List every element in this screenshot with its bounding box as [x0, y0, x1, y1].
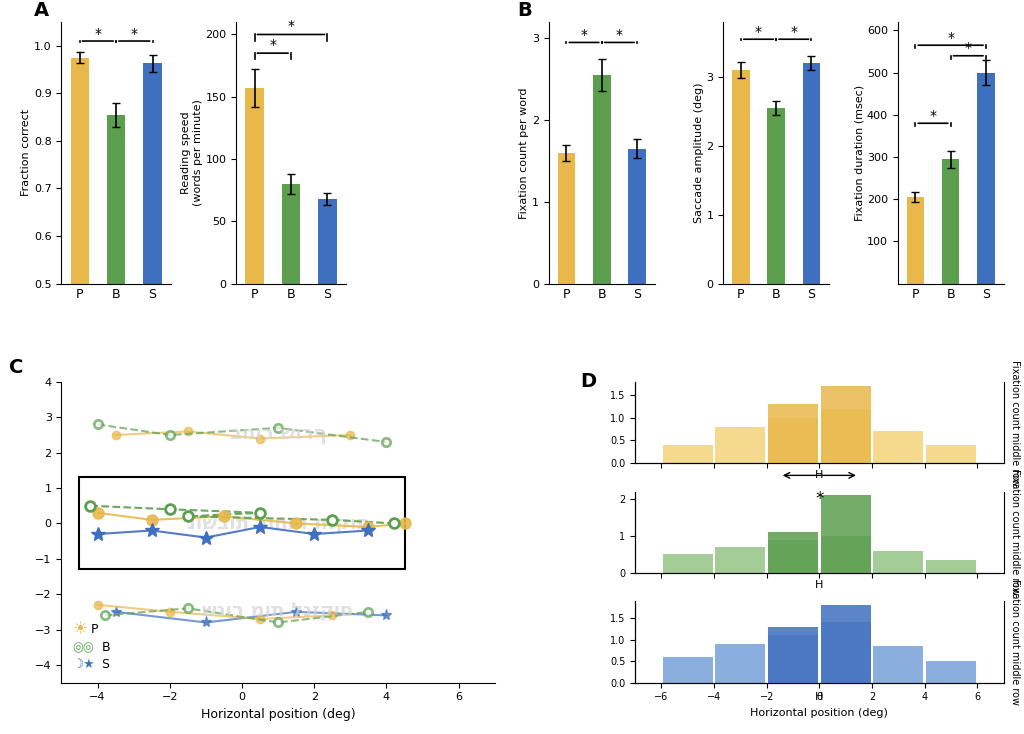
- Bar: [143, 63, 162, 521]
- Text: P: P: [87, 623, 98, 636]
- Bar: [820, 409, 870, 463]
- Bar: [558, 153, 575, 283]
- Bar: [768, 539, 818, 573]
- Text: H: H: [815, 470, 823, 480]
- Text: *: *: [581, 29, 588, 43]
- Y-axis label: Fixation count middle row: Fixation count middle row: [1011, 579, 1020, 705]
- Bar: [663, 657, 713, 683]
- Bar: [71, 58, 89, 521]
- Bar: [926, 560, 976, 573]
- Bar: [716, 426, 765, 463]
- Bar: [803, 63, 820, 283]
- Bar: [873, 432, 924, 463]
- Text: *: *: [615, 29, 623, 43]
- Bar: [767, 108, 785, 283]
- Bar: [820, 386, 870, 463]
- Y-axis label: Fixation count middle row: Fixation count middle row: [1011, 360, 1020, 485]
- Bar: [716, 644, 765, 683]
- Y-axis label: Fixation count middle row: Fixation count middle row: [1011, 469, 1020, 595]
- Bar: [593, 75, 610, 283]
- Text: A: A: [34, 1, 49, 20]
- Text: *: *: [947, 31, 954, 45]
- Text: ☽★: ☽★: [73, 658, 95, 672]
- X-axis label: Horizontal position (deg): Horizontal position (deg): [201, 708, 355, 721]
- Text: *: *: [288, 19, 295, 33]
- Text: H: H: [815, 692, 823, 702]
- Y-axis label: Saccade amplitude (deg): Saccade amplitude (deg): [693, 82, 703, 223]
- Bar: [768, 404, 818, 463]
- Bar: [820, 536, 870, 573]
- Bar: [106, 115, 125, 521]
- Bar: [628, 149, 646, 283]
- Bar: [926, 445, 976, 463]
- Bar: [768, 627, 818, 683]
- Bar: [732, 70, 750, 283]
- Bar: [716, 547, 765, 573]
- Bar: [768, 636, 818, 683]
- Bar: [663, 445, 713, 463]
- Text: C: C: [9, 358, 24, 377]
- Y-axis label: Fraction correct: Fraction correct: [22, 109, 31, 196]
- Text: *: *: [269, 38, 276, 52]
- Bar: [873, 646, 924, 683]
- Text: *: *: [755, 25, 762, 39]
- Bar: [977, 73, 994, 283]
- X-axis label: Horizontal position (deg): Horizontal position (deg): [751, 708, 888, 718]
- Y-axis label: Fixation duration (msec): Fixation duration (msec): [854, 84, 864, 221]
- Bar: [820, 495, 870, 573]
- Text: *: *: [131, 27, 138, 41]
- Text: *: *: [791, 25, 798, 39]
- Bar: [942, 159, 959, 283]
- Text: נושבות רוחות חזקות: נושבות רוחות חזקות: [186, 514, 370, 533]
- Text: B: B: [97, 641, 111, 654]
- Bar: [246, 88, 263, 283]
- Bar: [926, 661, 976, 683]
- Text: H: H: [815, 580, 823, 590]
- Bar: [820, 606, 870, 683]
- Text: ☀: ☀: [73, 620, 87, 639]
- Y-axis label: Fixation count per word: Fixation count per word: [519, 87, 529, 219]
- Text: S: S: [97, 658, 110, 672]
- Text: *: *: [815, 490, 823, 508]
- Text: B: B: [517, 1, 531, 20]
- Text: *: *: [94, 27, 101, 41]
- Text: בחור שורף: בחור שורף: [229, 426, 327, 445]
- Bar: [906, 197, 925, 283]
- Text: שגור מות לנזקים: שגור מות לנזקים: [203, 603, 354, 622]
- Text: D: D: [580, 372, 596, 391]
- Bar: [820, 622, 870, 683]
- Bar: [768, 418, 818, 463]
- Bar: [282, 184, 300, 283]
- Text: *: *: [965, 41, 972, 55]
- Text: ◎◎: ◎◎: [73, 641, 94, 654]
- Bar: [873, 550, 924, 573]
- Bar: [768, 532, 818, 573]
- Y-axis label: Reading speed
(words per minute): Reading speed (words per minute): [181, 99, 203, 206]
- Bar: [663, 554, 713, 573]
- Bar: [318, 199, 337, 283]
- Text: *: *: [930, 109, 937, 123]
